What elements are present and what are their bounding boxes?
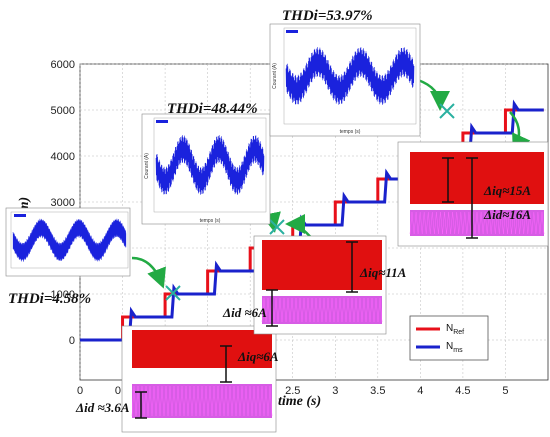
x-axis-label: time (s)	[278, 394, 321, 409]
y-tick-label: 3000	[51, 197, 75, 209]
thd-high-label: THDi=53.97%	[282, 8, 373, 24]
inset-mid-iq-band	[262, 240, 382, 290]
thd-low-label: THDi=4.58%	[8, 291, 91, 307]
delta-iq-mid-label: Δiq≈11A	[359, 265, 407, 280]
inset-thd-high: Courant (A) temps (s)	[269, 23, 421, 137]
inset-delta-high	[397, 141, 549, 247]
inset-low-current-wave	[12, 218, 127, 262]
delta-id-mid-label: Δid ≈6A	[222, 305, 267, 320]
legend-ref-label: NRef	[446, 323, 464, 336]
inset-high-iq-band	[410, 152, 544, 204]
delta-iq-low-label: Δiq≈6A	[237, 349, 279, 364]
transition-markers	[165, 103, 455, 301]
inset-delta-low	[121, 325, 277, 433]
series-n-meas-line	[80, 99, 544, 342]
y-tick-label: 6000	[51, 59, 75, 71]
legend: NRef Nms	[409, 315, 489, 361]
inset-high-ylabel: Courant (A)	[272, 63, 278, 89]
x-tick-label: 3.5	[370, 385, 385, 397]
inset-high-xlabel: temps (s)	[340, 129, 361, 135]
x-tick-label: 0	[77, 385, 83, 397]
thd-mid-label: THDi=48.44%	[167, 101, 258, 117]
delta-id-high-label: Δid≈16A	[483, 207, 531, 222]
delta-iq-high-label: Δiq≈15A	[483, 183, 531, 198]
inset-delta-mid	[253, 235, 387, 335]
x-tick-label: 4	[417, 385, 423, 397]
inset-thd-low	[5, 207, 131, 277]
delta-id-low-label: Δid ≈3.6A	[75, 400, 130, 415]
inset-thd-mid: Courant (A) temps (s)	[141, 113, 271, 225]
inset-mid-ylabel: Courant (A)	[144, 153, 150, 179]
y-tick-label: 5000	[51, 105, 75, 117]
inset-high-id-wave	[409, 211, 545, 235]
inset-mid-current-wave	[155, 135, 265, 195]
x-tick-label: 4.5	[455, 385, 470, 397]
inset-mid-id-wave	[261, 297, 383, 323]
inset-low-id-wave	[131, 385, 273, 417]
y-tick-label: 4000	[51, 151, 75, 163]
legend-meas-label: Nms	[446, 341, 463, 354]
x-tick-label: 2.5	[285, 385, 300, 397]
inset-mid-xlabel: temps (s)	[200, 218, 221, 224]
inset-high-current-wave	[285, 47, 415, 105]
y-tick-label: 0	[69, 335, 75, 347]
x-tick-label: 3	[332, 385, 338, 397]
inset-low-iq-band	[132, 330, 272, 368]
y-tick-label: 1000	[51, 289, 75, 301]
x-tick-label: 5	[502, 385, 508, 397]
